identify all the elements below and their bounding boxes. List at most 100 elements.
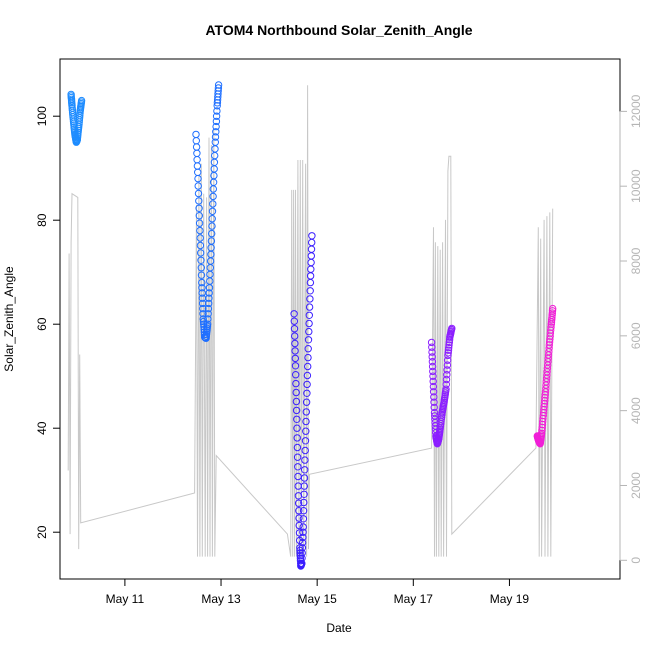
data-point bbox=[198, 278, 206, 287]
data-point bbox=[444, 346, 453, 354]
series-3 bbox=[290, 232, 316, 570]
data-point bbox=[549, 304, 557, 313]
data-point bbox=[428, 358, 437, 366]
data-point bbox=[303, 389, 311, 397]
data-point bbox=[302, 417, 310, 426]
data-point bbox=[300, 474, 309, 482]
y2-tick-label: 12000 bbox=[629, 94, 643, 128]
data-point bbox=[298, 559, 306, 568]
data-point bbox=[445, 341, 453, 349]
data-point bbox=[429, 382, 438, 391]
data-point bbox=[443, 356, 452, 364]
data-point bbox=[291, 347, 299, 355]
data-point bbox=[208, 215, 216, 223]
data-point bbox=[299, 533, 307, 542]
data-point bbox=[291, 332, 299, 340]
y-tick-label: 60 bbox=[35, 317, 49, 331]
data-point bbox=[307, 245, 316, 253]
data-point bbox=[294, 463, 302, 471]
data-point bbox=[213, 107, 221, 115]
data-point bbox=[295, 521, 303, 530]
data-point bbox=[299, 515, 308, 523]
x-tick-label: May 19 bbox=[490, 592, 530, 606]
data-point bbox=[429, 377, 437, 386]
data-point bbox=[445, 343, 453, 352]
data-point bbox=[300, 482, 308, 490]
x-tick-label: May 11 bbox=[106, 592, 145, 606]
data-point bbox=[443, 366, 451, 374]
data-point bbox=[205, 294, 213, 302]
data-point bbox=[429, 388, 438, 396]
data-point bbox=[210, 158, 219, 167]
data-point bbox=[207, 237, 216, 245]
data-point bbox=[197, 249, 205, 257]
data-point bbox=[192, 137, 201, 145]
data-point bbox=[195, 219, 204, 227]
data-point bbox=[206, 264, 215, 272]
data-point bbox=[443, 361, 452, 369]
series-1 bbox=[67, 90, 86, 146]
data-point bbox=[293, 453, 302, 461]
data-point bbox=[442, 380, 450, 389]
y2-tick-label: 6000 bbox=[629, 322, 643, 349]
data-point bbox=[203, 320, 212, 328]
data-point bbox=[205, 299, 213, 308]
data-point bbox=[192, 143, 201, 151]
data-point bbox=[305, 303, 314, 311]
data-point bbox=[197, 271, 206, 279]
plot-box bbox=[59, 58, 621, 580]
data-point bbox=[306, 287, 314, 295]
data-point bbox=[442, 375, 451, 384]
y2-tick-label: 10000 bbox=[629, 169, 643, 203]
data-point bbox=[204, 310, 212, 318]
data-point bbox=[295, 507, 303, 515]
data-point bbox=[208, 222, 216, 230]
data-point bbox=[304, 345, 312, 353]
y2-tick-label: 2000 bbox=[629, 472, 643, 499]
data-point bbox=[199, 304, 207, 313]
data-point bbox=[208, 229, 216, 238]
y2-tick-label: 4000 bbox=[629, 397, 643, 424]
data-point bbox=[199, 310, 207, 318]
data-point bbox=[205, 289, 213, 297]
data-point bbox=[301, 456, 309, 464]
data-point bbox=[302, 408, 310, 416]
data-point bbox=[290, 310, 298, 318]
data-point bbox=[194, 168, 202, 177]
data-point bbox=[298, 549, 306, 557]
data-point bbox=[300, 498, 308, 507]
data-point bbox=[193, 162, 202, 170]
data-point bbox=[204, 304, 213, 313]
data-point bbox=[204, 315, 212, 323]
data-point bbox=[194, 174, 202, 183]
data-point bbox=[301, 446, 309, 455]
data-point bbox=[197, 256, 205, 264]
data-point bbox=[293, 434, 301, 442]
data-point bbox=[208, 207, 217, 216]
data-point bbox=[209, 200, 217, 208]
data-point bbox=[307, 252, 315, 260]
data-point bbox=[548, 307, 557, 315]
y2-axis: 0 2000 4000 6000 8000 10000 12000 bbox=[619, 94, 643, 564]
data-point bbox=[198, 284, 206, 292]
data-point bbox=[293, 424, 301, 432]
data-point bbox=[211, 151, 219, 160]
data-point bbox=[292, 406, 301, 415]
data-point bbox=[444, 349, 452, 357]
x-axis: May 11 May 13 May 15 May 17 May 19 bbox=[106, 578, 530, 606]
series-5 bbox=[533, 304, 557, 448]
data-point bbox=[304, 336, 313, 344]
data-point bbox=[291, 362, 300, 370]
data-point bbox=[292, 397, 301, 406]
data-point bbox=[303, 380, 311, 389]
data-point bbox=[430, 403, 438, 412]
data-point bbox=[292, 379, 300, 388]
data-point bbox=[307, 265, 315, 273]
data-point bbox=[211, 145, 219, 153]
data-point bbox=[192, 130, 200, 139]
data-point bbox=[295, 514, 303, 522]
data-point bbox=[300, 490, 308, 498]
y-axis: 20 40 60 80 100 bbox=[35, 106, 60, 539]
